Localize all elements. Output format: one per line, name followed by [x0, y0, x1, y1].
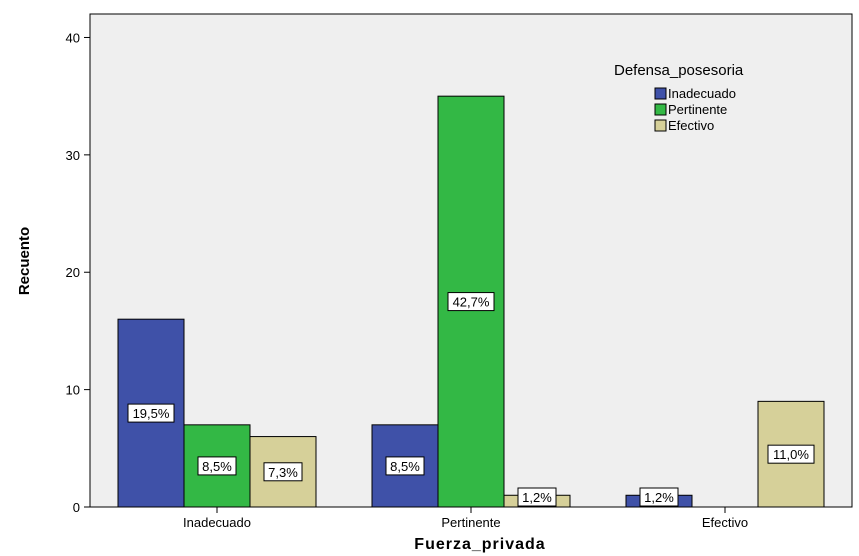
legend-swatch-inadecuado	[654, 87, 667, 100]
y-axis: 0 10 20 30 40	[66, 30, 90, 515]
y-tick-label: 10	[66, 383, 80, 398]
data-label-box	[385, 456, 425, 476]
y-tick-label: 0	[73, 500, 80, 515]
y-tick-label: 30	[66, 148, 80, 163]
data-label-pertinente-inadecuado: 8,5%	[390, 459, 420, 474]
data-label-efectivo-efectivo: 11,0%	[773, 447, 809, 462]
data-label-pertinente-pertinente: 42,7%	[453, 295, 490, 310]
data-label-inadecuado-inadecuado: 19,5%	[133, 406, 170, 421]
data-label-box	[197, 456, 237, 476]
legend-swatch-efectivo	[654, 119, 667, 132]
data-label-box	[767, 444, 815, 464]
y-tick-label: 40	[66, 30, 80, 45]
x-tick-label-efectivo: Efectivo	[702, 515, 748, 530]
data-label-box	[517, 487, 557, 507]
data-labels-group: 19,5% 8,5% 7,3% 8,5% 42,7% 1,2% 1,2% 11,0%	[127, 292, 815, 507]
x-axis-title: Fuerza_privada	[414, 536, 545, 553]
y-axis-title: Recuento	[16, 227, 33, 295]
legend-swatch-pertinente	[654, 103, 667, 116]
x-axis: Inadecuado Pertinente Efectivo	[183, 507, 748, 530]
data-label-inadecuado-efectivo: 7,3%	[268, 465, 298, 480]
y-tick-label: 20	[66, 265, 80, 280]
data-label-box	[447, 292, 495, 312]
legend-label-inadecuado: Inadecuado	[668, 86, 736, 101]
data-label-box	[263, 462, 303, 482]
data-label-pertinente-efectivo: 1,2%	[522, 490, 552, 505]
data-label-efectivo-inadecuado: 1,2%	[644, 490, 674, 505]
x-tick-label-pertinente: Pertinente	[441, 515, 500, 530]
data-label-box	[127, 403, 175, 423]
legend-title: Defensa_posesoria	[614, 62, 744, 79]
legend-label-efectivo: Efectivo	[668, 118, 714, 133]
legend: Defensa_posesoria InadecuadoPertinenteEf…	[614, 62, 744, 133]
data-label-inadecuado-pertinente: 8,5%	[202, 459, 232, 474]
x-tick-label-inadecuado: Inadecuado	[183, 515, 251, 530]
legend-label-pertinente: Pertinente	[668, 102, 727, 117]
data-label-box	[639, 487, 679, 507]
